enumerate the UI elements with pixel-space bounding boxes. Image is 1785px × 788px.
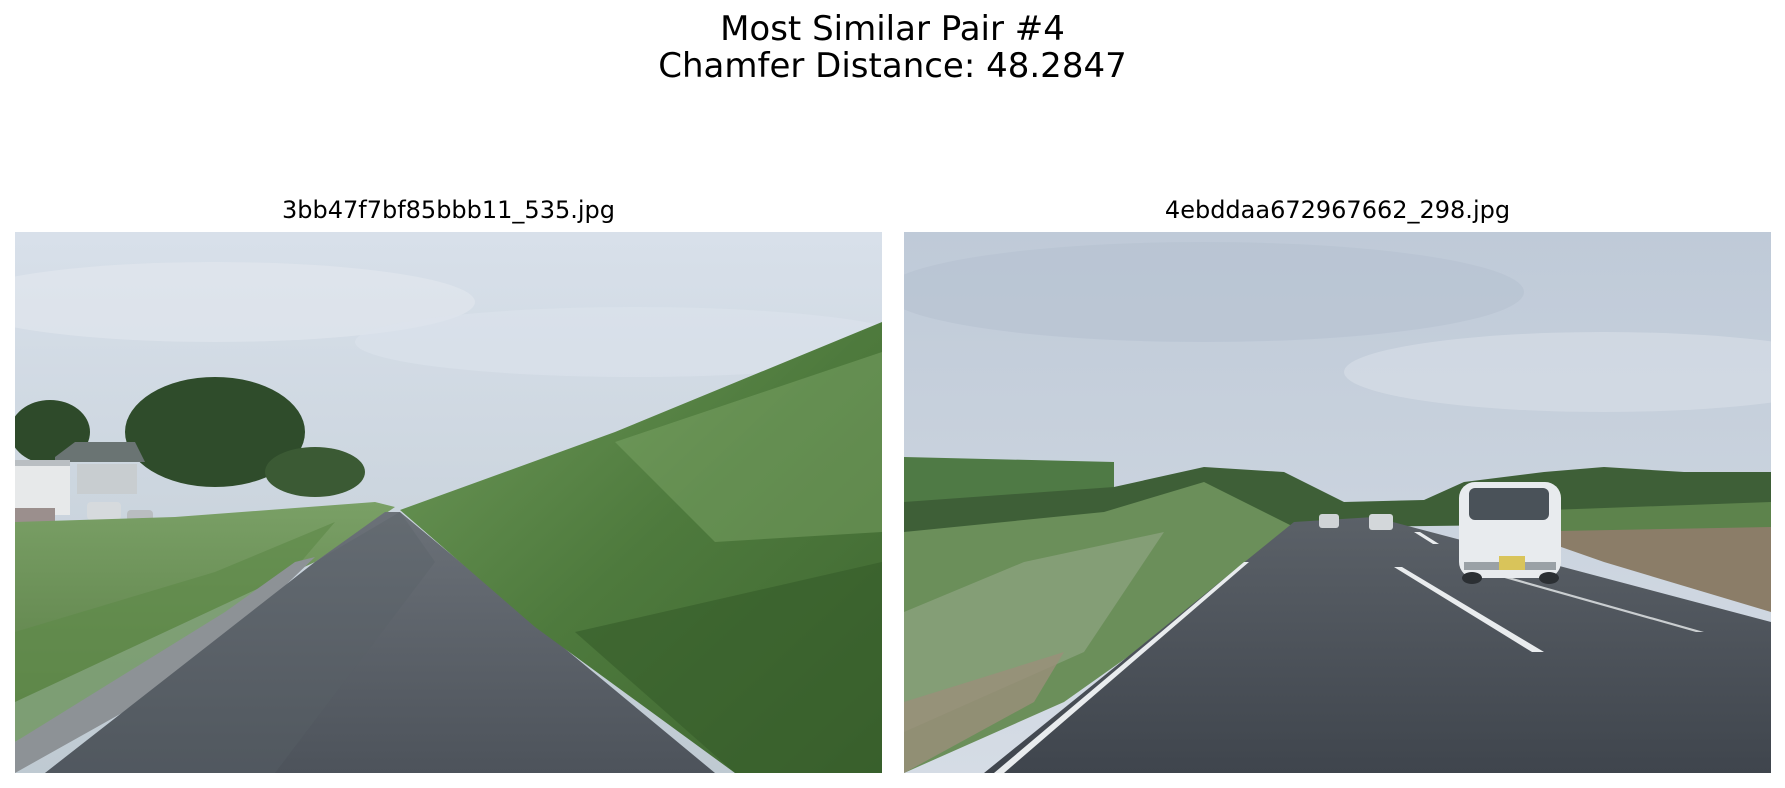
figure-title: Most Similar Pair #4 <box>720 9 1065 49</box>
right-road-photo <box>904 232 1771 773</box>
right-image-filename: 4ebddaa672967662_298.jpg <box>1164 196 1511 224</box>
right-road-photo-graphic <box>904 232 1771 773</box>
left-image-filename: 3bb47f7bf85bbb11_535.jpg <box>281 196 616 224</box>
left-road-photo <box>15 232 882 773</box>
chamfer-distance-label: Chamfer Distance: 48.2847 <box>658 46 1127 86</box>
left-road-photo-graphic <box>15 232 882 773</box>
